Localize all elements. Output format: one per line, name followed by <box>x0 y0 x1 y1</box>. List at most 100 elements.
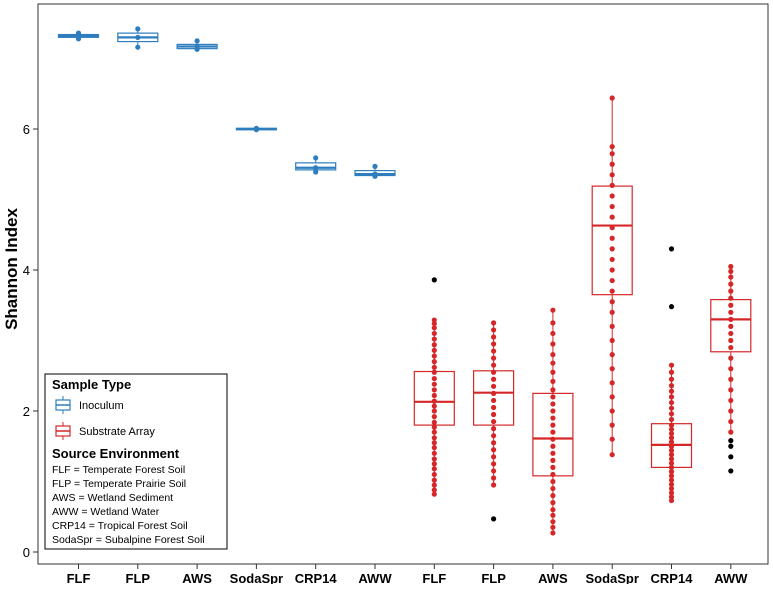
data-point <box>194 38 200 44</box>
data-point <box>550 450 556 456</box>
data-point <box>550 422 556 428</box>
data-point <box>728 302 734 308</box>
data-point <box>668 490 675 496</box>
data-point <box>491 355 497 361</box>
data-point <box>372 163 378 169</box>
data-point <box>550 478 556 485</box>
y-axis-label: Shannon Index <box>2 208 21 330</box>
box-substrate-array-sodaspr <box>591 95 633 458</box>
data-point <box>431 398 437 404</box>
data-point <box>491 348 497 354</box>
data-point <box>491 390 497 396</box>
data-point <box>135 26 141 32</box>
x-axis-ticks: FLF FLP AWS SodaSpr CRP14 AWW FLF FLP AWS SodaSpr… <box>67 564 748 586</box>
x-tick-label: CRP14 <box>295 571 338 584</box>
data-point <box>668 477 675 483</box>
data-point <box>609 436 615 442</box>
data-point <box>491 376 497 382</box>
box-inoculum-aww <box>354 163 396 179</box>
data-point <box>491 454 497 460</box>
data-point <box>431 424 437 430</box>
data-point <box>431 435 437 441</box>
data-point <box>668 394 675 400</box>
data-point <box>728 330 734 337</box>
data-point <box>668 422 675 428</box>
legend: Sample Type Inoculum Substrate Array Sou… <box>44 373 228 550</box>
data-point <box>491 327 497 333</box>
data-point <box>550 408 556 414</box>
data-point <box>194 43 200 50</box>
box-inoculum-crp14 <box>295 155 337 175</box>
data-point <box>609 95 615 101</box>
data-point <box>668 416 675 423</box>
data-point <box>668 443 675 449</box>
data-point <box>609 161 615 167</box>
data-point <box>609 452 615 458</box>
data-point <box>728 288 734 294</box>
data-point <box>609 246 615 252</box>
data-point <box>609 193 615 199</box>
data-point <box>431 440 437 446</box>
data-point <box>491 334 497 340</box>
source-note: FLP = Temperate Prairie Soil <box>52 478 186 490</box>
data-point <box>431 445 437 451</box>
data-point <box>609 422 615 428</box>
data-point <box>728 309 734 315</box>
legend-keys <box>55 396 71 440</box>
legend-key-substrate-array <box>55 422 71 440</box>
box-inoculum-sodaspr <box>235 125 277 133</box>
data-point <box>431 387 437 393</box>
data-point <box>550 387 556 393</box>
data-point <box>313 169 319 175</box>
data-point <box>550 524 556 530</box>
box-substrate-array-crp14 <box>650 246 693 504</box>
data-point <box>431 491 437 497</box>
data-point <box>431 369 437 375</box>
data-point <box>491 475 497 481</box>
box-inoculum-aws <box>176 38 218 52</box>
data-point <box>728 397 734 404</box>
data-point <box>609 352 615 358</box>
data-point <box>550 352 556 358</box>
data-point <box>550 360 556 366</box>
data-point <box>668 439 675 445</box>
data-point <box>728 268 734 275</box>
legend-entry-inoculum: Inoculum <box>79 400 124 412</box>
data-point <box>431 381 437 387</box>
data-point <box>135 44 141 50</box>
x-tick-label: FLP <box>481 571 506 584</box>
outlier-point <box>728 438 734 444</box>
data-point <box>609 225 615 231</box>
data-point <box>609 408 615 414</box>
data-point <box>609 337 615 344</box>
data-point <box>550 443 556 449</box>
data-point <box>728 344 734 351</box>
data-point <box>431 419 437 425</box>
source-note: AWW = Wetland Water <box>52 506 160 518</box>
data-point <box>668 481 675 487</box>
y-tick-label: 6 <box>23 122 30 137</box>
data-point <box>728 323 734 329</box>
data-point <box>550 415 556 421</box>
data-point <box>728 263 734 270</box>
data-point <box>431 359 437 365</box>
data-point <box>491 404 497 411</box>
data-point <box>550 464 556 470</box>
data-point <box>728 408 734 414</box>
data-point <box>609 366 615 372</box>
data-point <box>728 376 734 382</box>
data-point <box>253 125 259 131</box>
box-inoculum-flf <box>57 30 100 42</box>
y-tick-label: 2 <box>23 404 30 419</box>
data-point <box>431 347 437 353</box>
data-point <box>550 512 556 518</box>
box-substrate-array-aww <box>710 263 752 474</box>
source-environment-title: Source Environment <box>52 446 180 461</box>
box-inoculum-flp <box>117 26 159 50</box>
data-point <box>609 235 615 241</box>
data-point <box>609 288 615 294</box>
data-point <box>728 316 734 322</box>
data-point <box>668 405 675 411</box>
data-point <box>668 426 675 432</box>
